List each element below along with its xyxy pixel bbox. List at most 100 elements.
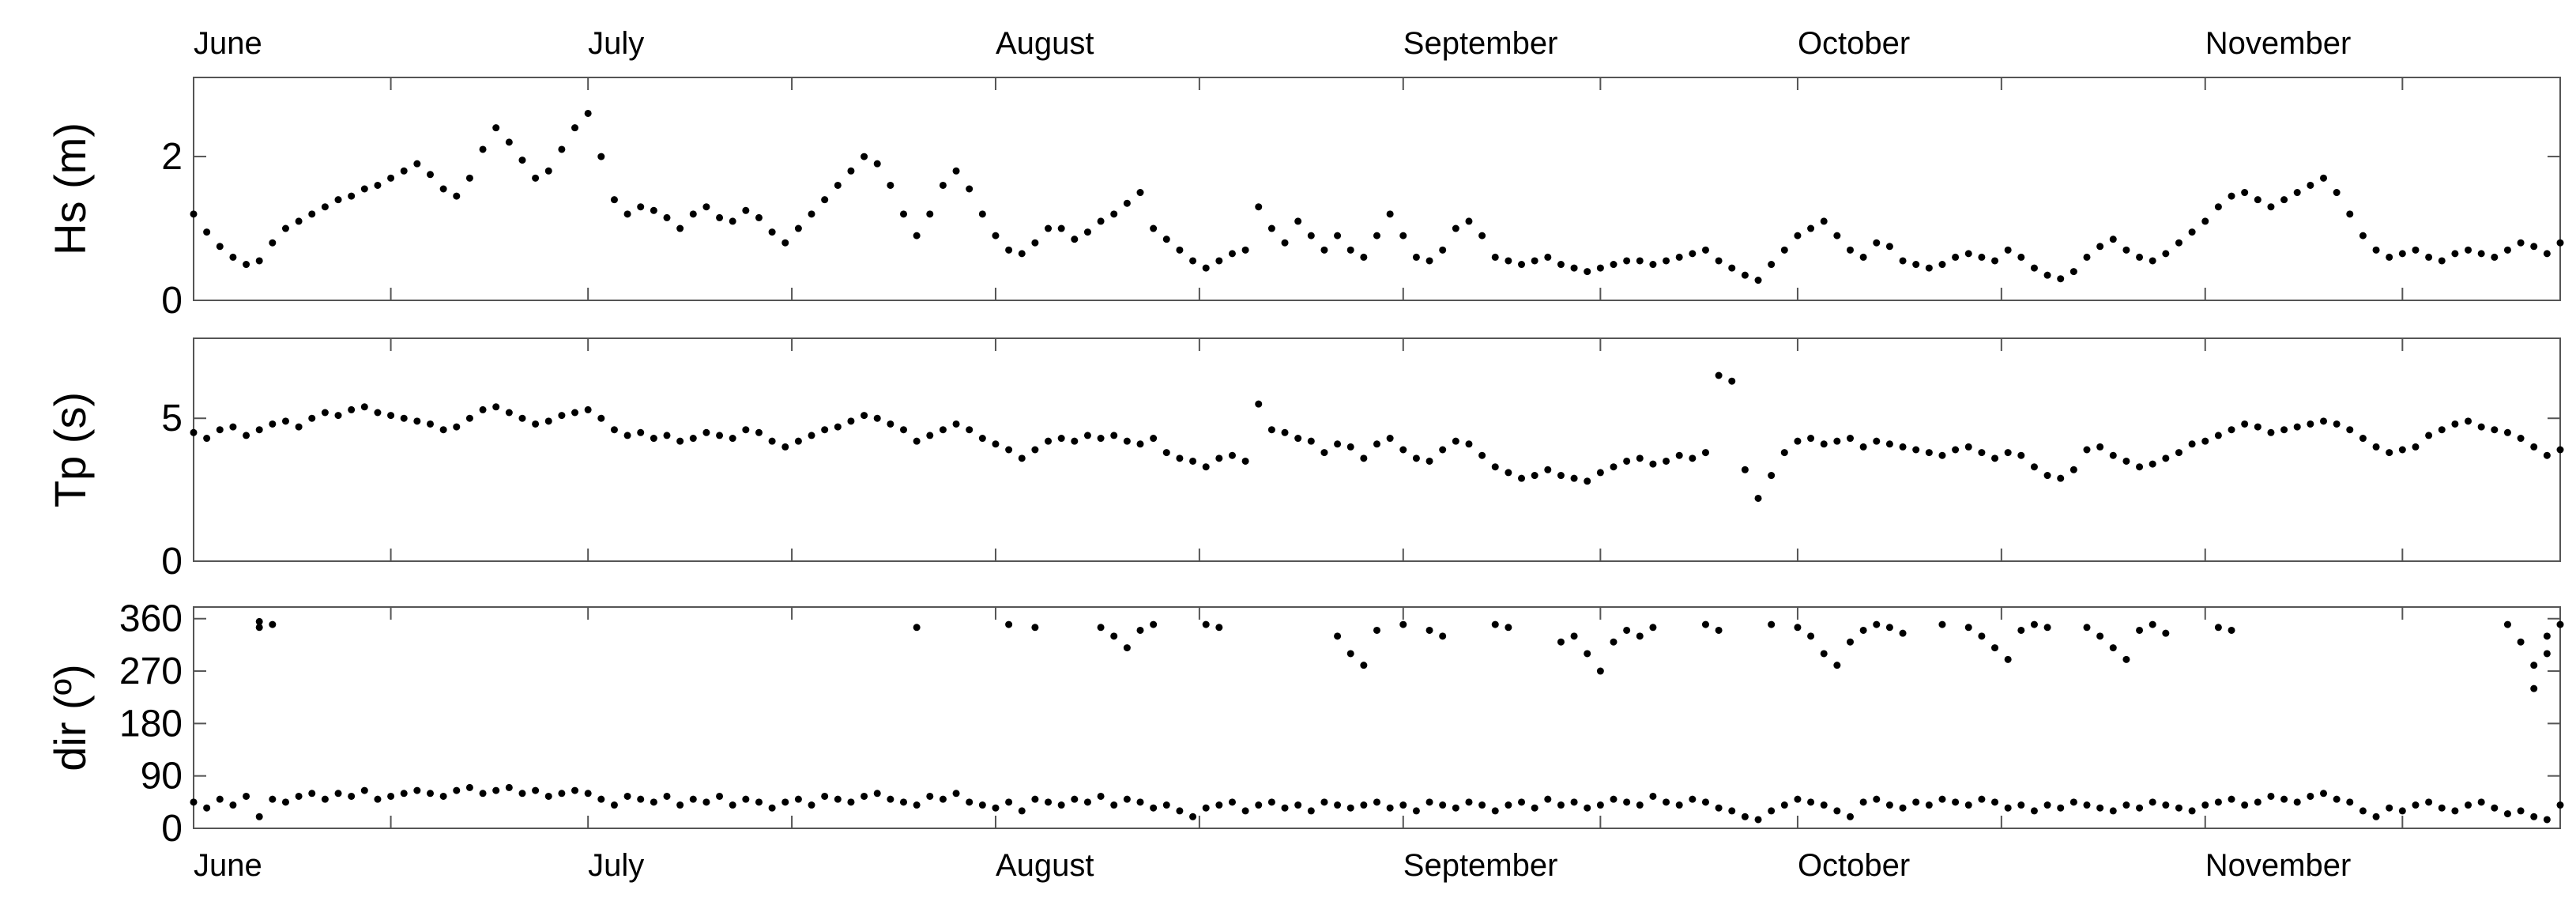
data-point-tp — [229, 423, 237, 431]
data-point-tp — [1373, 440, 1380, 448]
data-point-tp — [1123, 437, 1131, 445]
data-point-tp — [1952, 446, 1960, 454]
data-point-hs — [1885, 243, 1893, 251]
data-point-hs — [794, 224, 802, 232]
data-point-dir — [2057, 804, 2065, 812]
data-point-dir — [1491, 807, 1499, 815]
data-point-hs — [1083, 228, 1091, 236]
top-month-label: July — [588, 26, 644, 61]
bottom-month-label: September — [1403, 848, 1558, 883]
data-point-tp — [2320, 417, 2327, 425]
data-point-tp — [768, 437, 776, 445]
data-point-hs — [2214, 203, 2222, 211]
data-point-tp — [1675, 451, 1683, 459]
data-point-dir — [676, 801, 684, 809]
data-point-dir — [2477, 798, 2485, 806]
data-point-dir — [413, 786, 421, 794]
data-point-dir — [2030, 807, 2038, 815]
data-point-tp — [1071, 437, 1079, 445]
data-point-dir — [1833, 807, 1841, 815]
y-tick-label-dir: 0 — [161, 808, 183, 850]
data-point-dir — [913, 801, 921, 809]
data-point-dir — [2530, 813, 2538, 820]
data-point-dir — [716, 792, 724, 800]
data-point-hs — [702, 203, 710, 211]
data-point-tp — [1623, 457, 1631, 465]
data-point-tp — [861, 412, 868, 420]
data-point-dir — [2069, 798, 2077, 806]
data-point-dir — [1228, 798, 1236, 806]
data-point-dir — [505, 783, 513, 791]
data-point-tp — [1689, 454, 1697, 462]
data-point-tp — [2162, 454, 2170, 462]
data-point-dir — [2556, 801, 2564, 809]
data-point-hs — [716, 213, 724, 221]
data-point-hs — [1320, 246, 1328, 254]
data-point-tp — [427, 420, 434, 428]
data-point-tp — [1505, 469, 1512, 477]
data-point-dir — [1465, 798, 1473, 806]
data-point-hs — [768, 228, 776, 236]
data-point-dir — [1807, 798, 1815, 806]
data-point-dir — [1663, 798, 1670, 806]
data-point-dir — [2004, 655, 2012, 663]
data-point-tp — [348, 405, 356, 413]
data-point-tp — [1005, 446, 1013, 454]
data-point-dir — [768, 804, 776, 812]
data-point-hs — [1768, 261, 1776, 269]
data-point-tp — [2057, 474, 2065, 482]
data-point-dir — [821, 792, 829, 800]
data-point-hs — [1557, 261, 1565, 269]
data-point-hs — [1071, 236, 1079, 243]
data-point-dir — [2136, 626, 2144, 634]
data-point-tp — [1255, 400, 1263, 408]
data-point-dir — [1255, 801, 1263, 809]
data-point-tp — [900, 426, 907, 434]
data-point-tp — [505, 409, 513, 417]
data-point-dir — [479, 790, 487, 798]
data-point-tp — [926, 432, 934, 439]
data-point-hs — [1610, 261, 1618, 269]
data-point-dir — [1373, 798, 1380, 806]
data-point-tp — [663, 432, 671, 439]
data-point-dir — [1150, 620, 1158, 628]
data-point-tp — [2149, 460, 2156, 468]
data-point-dir — [2109, 644, 2117, 652]
data-point-dir — [518, 790, 526, 798]
data-point-hs — [1978, 253, 1986, 261]
data-point-dir — [1162, 801, 1170, 809]
data-point-dir — [1215, 624, 1223, 632]
data-point-dir — [1018, 807, 1026, 815]
data-point-dir — [1689, 795, 1697, 803]
data-point-hs — [2201, 217, 2209, 225]
data-point-hs — [887, 181, 894, 189]
data-point-tp — [1584, 477, 1591, 485]
data-point-dir — [637, 795, 645, 803]
data-point-dir — [2188, 807, 2196, 815]
data-point-hs — [1663, 257, 1670, 265]
data-point-dir — [2543, 816, 2551, 824]
data-point-hs — [2491, 253, 2499, 261]
data-point-dir — [492, 786, 500, 794]
data-point-hs — [1123, 199, 1131, 207]
data-point-dir — [1570, 632, 1578, 640]
data-point-dir — [702, 798, 710, 806]
data-point-hs — [1544, 253, 1552, 261]
data-point-tp — [1307, 437, 1315, 445]
data-point-dir — [2017, 801, 2025, 809]
data-point-hs — [1531, 257, 1538, 265]
data-point-hs — [400, 167, 408, 175]
data-point-dir — [1399, 801, 1407, 809]
data-point-hs — [781, 239, 789, 247]
data-point-hs — [334, 196, 342, 204]
data-point-tp — [755, 428, 763, 436]
data-point-hs — [637, 203, 645, 211]
data-point-dir — [2556, 620, 2564, 628]
data-point-dir — [269, 795, 277, 803]
data-point-dir — [1938, 795, 1946, 803]
data-point-hs — [900, 210, 907, 218]
data-point-tp — [2109, 451, 2117, 459]
data-point-tp — [1873, 437, 1881, 445]
data-point-dir — [794, 795, 802, 803]
